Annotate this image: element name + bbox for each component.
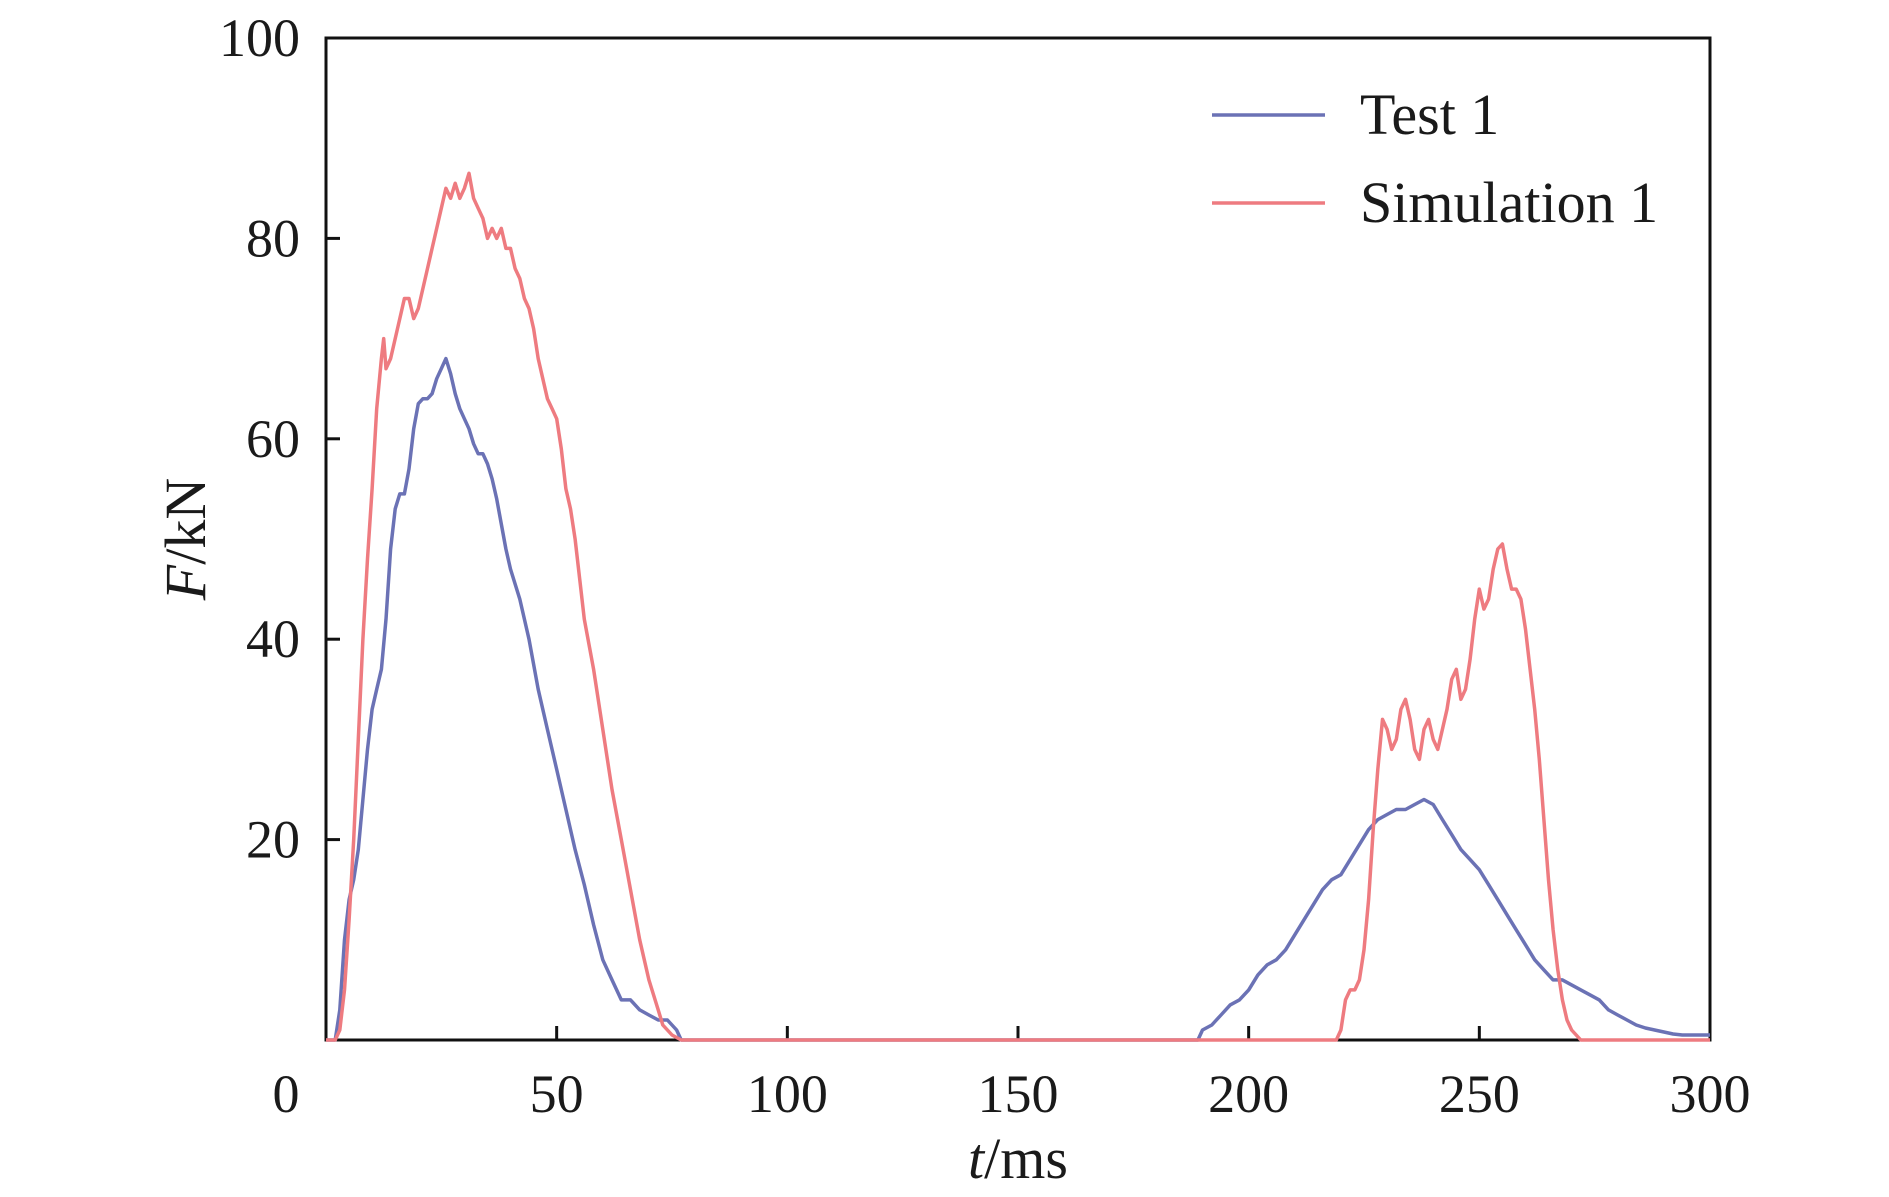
legend-label-simulation-1: Simulation 1 <box>1360 170 1658 235</box>
x-tick-label: 150 <box>978 1064 1059 1124</box>
y-tick-label: 40 <box>246 609 300 669</box>
x-tick-label: 300 <box>1670 1064 1751 1124</box>
y-tick-label: 20 <box>246 810 300 870</box>
x-tick-label: 0 <box>273 1064 300 1124</box>
x-axis-title: t/ms <box>968 1126 1068 1191</box>
legend-label-test-1: Test 1 <box>1360 82 1499 147</box>
x-tick-label: 100 <box>747 1064 828 1124</box>
y-axis-ticks: 20 40 60 80 100 <box>219 8 340 870</box>
x-tick-label: 200 <box>1208 1064 1289 1124</box>
x-tick-label: 250 <box>1439 1064 1520 1124</box>
series-line-simulation-1 <box>326 171 1710 1042</box>
y-tick-label: 60 <box>246 409 300 469</box>
x-tick-label: 50 <box>530 1064 584 1124</box>
y-axis-title: F/kN <box>153 478 218 601</box>
y-tick-label: 100 <box>219 8 300 68</box>
legend: Test 1 Simulation 1 <box>1212 82 1658 235</box>
y-tick-label: 80 <box>246 208 300 268</box>
series-layer <box>326 171 1710 1042</box>
series-line-test-1 <box>326 356 1710 1042</box>
x-axis-ticks: 0 50 100 150 200 250 300 <box>273 1026 1751 1124</box>
